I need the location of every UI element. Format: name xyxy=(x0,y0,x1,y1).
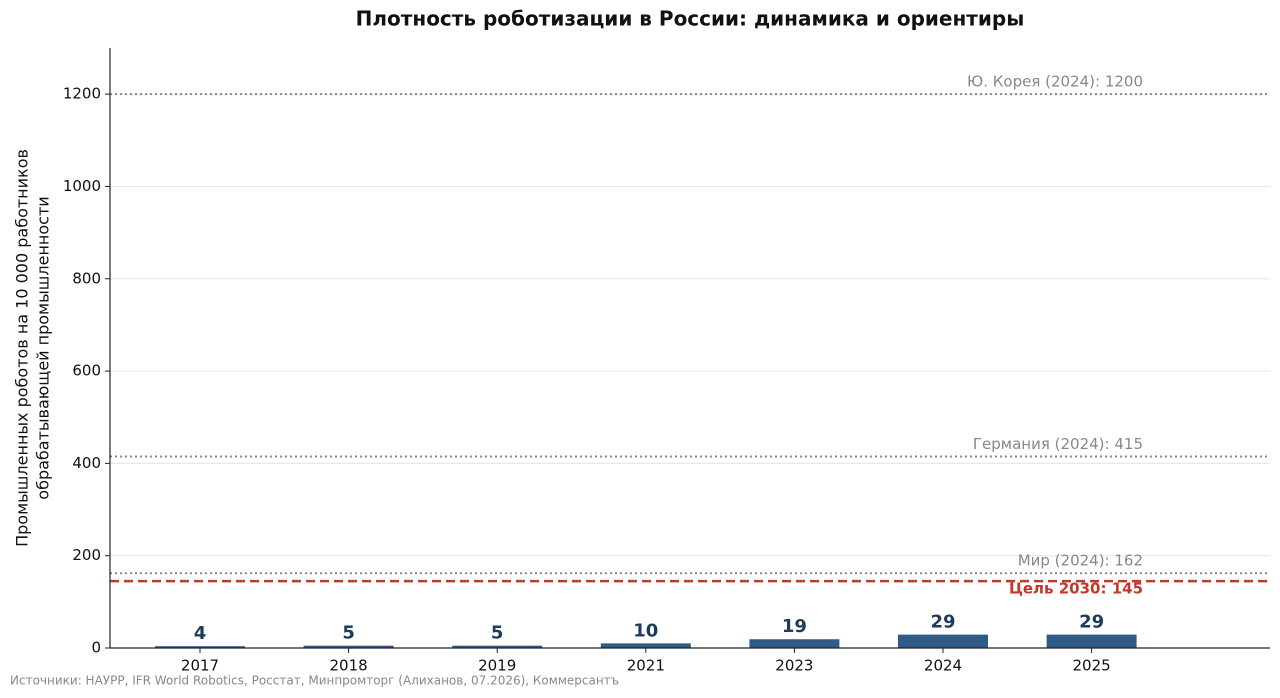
bar xyxy=(1046,634,1137,648)
value-label: 5 xyxy=(342,623,355,644)
bar xyxy=(303,645,394,648)
x-tick-label: 2023 xyxy=(775,657,813,675)
reference-label: Ю. Корея (2024): 1200 xyxy=(967,73,1143,91)
x-tick-label: 2018 xyxy=(330,657,368,675)
value-label: 29 xyxy=(930,612,955,633)
value-label: 29 xyxy=(1079,612,1104,633)
value-label: 10 xyxy=(633,620,658,641)
chart-title: Плотность роботизации в России: динамика… xyxy=(356,7,1025,31)
y-tick-label: 1200 xyxy=(63,85,101,103)
reference-label: Цель 2030: 145 xyxy=(1009,580,1143,598)
bar xyxy=(749,639,840,648)
y-axis-label: обрабатывающей промышленности xyxy=(34,196,53,499)
bar xyxy=(155,646,245,648)
x-tick-label: 2025 xyxy=(1073,657,1111,675)
reference-label: Германия (2024): 415 xyxy=(973,435,1143,453)
x-tick-label: 2017 xyxy=(181,657,219,675)
value-label: 4 xyxy=(194,623,207,644)
bar xyxy=(452,645,543,648)
x-tick-label: 2019 xyxy=(478,657,516,675)
y-tick-label: 800 xyxy=(72,269,101,287)
value-label: 5 xyxy=(491,623,504,644)
y-tick-label: 1000 xyxy=(63,177,101,195)
source-note: Источники: НАУРР, IFR World Robotics, Ро… xyxy=(10,674,619,688)
x-tick-label: 2021 xyxy=(627,657,665,675)
x-tick-label: 2024 xyxy=(924,657,962,675)
y-axis-label: Промышленных роботов на 10 000 работнико… xyxy=(13,149,32,547)
bar xyxy=(898,634,988,648)
y-tick-label: 400 xyxy=(72,454,101,472)
bar xyxy=(600,643,691,648)
reference-label: Мир (2024): 162 xyxy=(1018,552,1143,570)
y-tick-label: 600 xyxy=(72,362,101,380)
value-label: 19 xyxy=(782,616,807,637)
y-tick-label: 200 xyxy=(72,546,101,564)
y-tick-label: 0 xyxy=(91,639,101,657)
